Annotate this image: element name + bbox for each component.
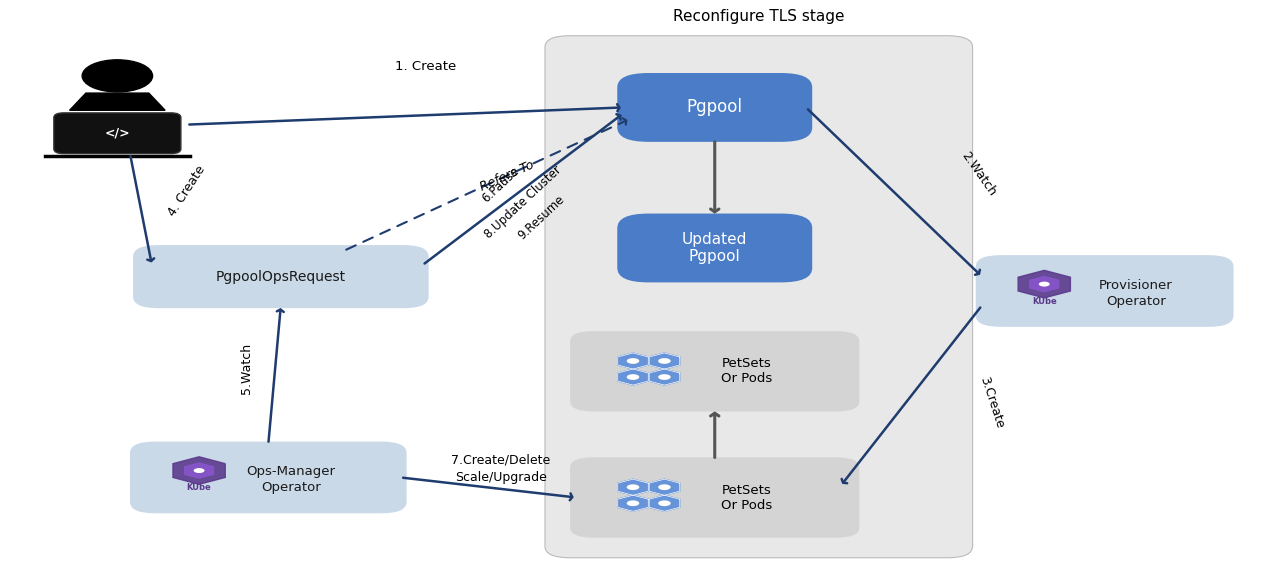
Polygon shape (649, 353, 680, 369)
Polygon shape (70, 93, 165, 111)
Text: 2.Watch: 2.Watch (958, 149, 999, 198)
Text: 3.Create: 3.Create (977, 375, 1006, 430)
FancyBboxPatch shape (976, 255, 1233, 327)
Circle shape (194, 468, 205, 473)
Circle shape (658, 501, 671, 506)
Text: 6.Pause: 6.Pause (480, 165, 522, 205)
Circle shape (658, 358, 671, 364)
Text: Provisioner: Provisioner (1099, 279, 1172, 292)
Polygon shape (618, 369, 648, 385)
Polygon shape (649, 369, 680, 385)
Text: Operator: Operator (261, 481, 320, 494)
Circle shape (627, 374, 639, 380)
Text: Refers To: Refers To (479, 158, 537, 194)
Text: KUbe: KUbe (186, 483, 211, 492)
Text: 1. Create: 1. Create (395, 60, 456, 73)
Polygon shape (618, 495, 648, 512)
Circle shape (627, 358, 639, 364)
FancyBboxPatch shape (133, 245, 429, 308)
Polygon shape (1018, 271, 1070, 298)
Text: PetSets
Or Pods: PetSets Or Pods (720, 484, 772, 512)
Text: Reconfigure TLS stage: Reconfigure TLS stage (674, 9, 844, 24)
Circle shape (627, 484, 639, 490)
Text: Scale/Upgrade: Scale/Upgrade (454, 471, 547, 484)
Text: PetSets
Or Pods: PetSets Or Pods (720, 357, 772, 385)
Text: 9.Resume: 9.Resume (515, 193, 567, 242)
Polygon shape (1029, 276, 1058, 292)
Polygon shape (618, 479, 648, 495)
FancyBboxPatch shape (570, 457, 860, 538)
Polygon shape (649, 495, 680, 512)
FancyBboxPatch shape (618, 73, 813, 142)
Circle shape (658, 374, 671, 380)
FancyBboxPatch shape (130, 442, 406, 513)
FancyBboxPatch shape (618, 214, 813, 282)
Text: Ops-Manager: Ops-Manager (247, 465, 335, 478)
Text: 4. Create: 4. Create (166, 163, 208, 218)
Polygon shape (649, 479, 680, 495)
Polygon shape (618, 353, 648, 369)
Circle shape (658, 484, 671, 490)
Text: KUbe: KUbe (1032, 297, 1057, 306)
Polygon shape (173, 457, 225, 484)
Text: </>: </> (105, 127, 130, 140)
FancyBboxPatch shape (54, 113, 181, 154)
FancyBboxPatch shape (544, 36, 972, 558)
Text: 8.Update Cluster: 8.Update Cluster (482, 164, 565, 241)
Circle shape (1039, 282, 1050, 286)
Text: Operator: Operator (1106, 295, 1166, 308)
FancyBboxPatch shape (570, 331, 860, 411)
Circle shape (627, 501, 639, 506)
Text: Pgpool: Pgpool (686, 98, 743, 116)
Text: Updated
Pgpool: Updated Pgpool (682, 232, 747, 264)
Text: 5.Watch: 5.Watch (241, 343, 253, 394)
Circle shape (82, 60, 153, 92)
Text: 7.Create/Delete: 7.Create/Delete (451, 454, 551, 467)
Polygon shape (185, 463, 214, 478)
Text: PgpoolOpsRequest: PgpoolOpsRequest (215, 269, 346, 283)
